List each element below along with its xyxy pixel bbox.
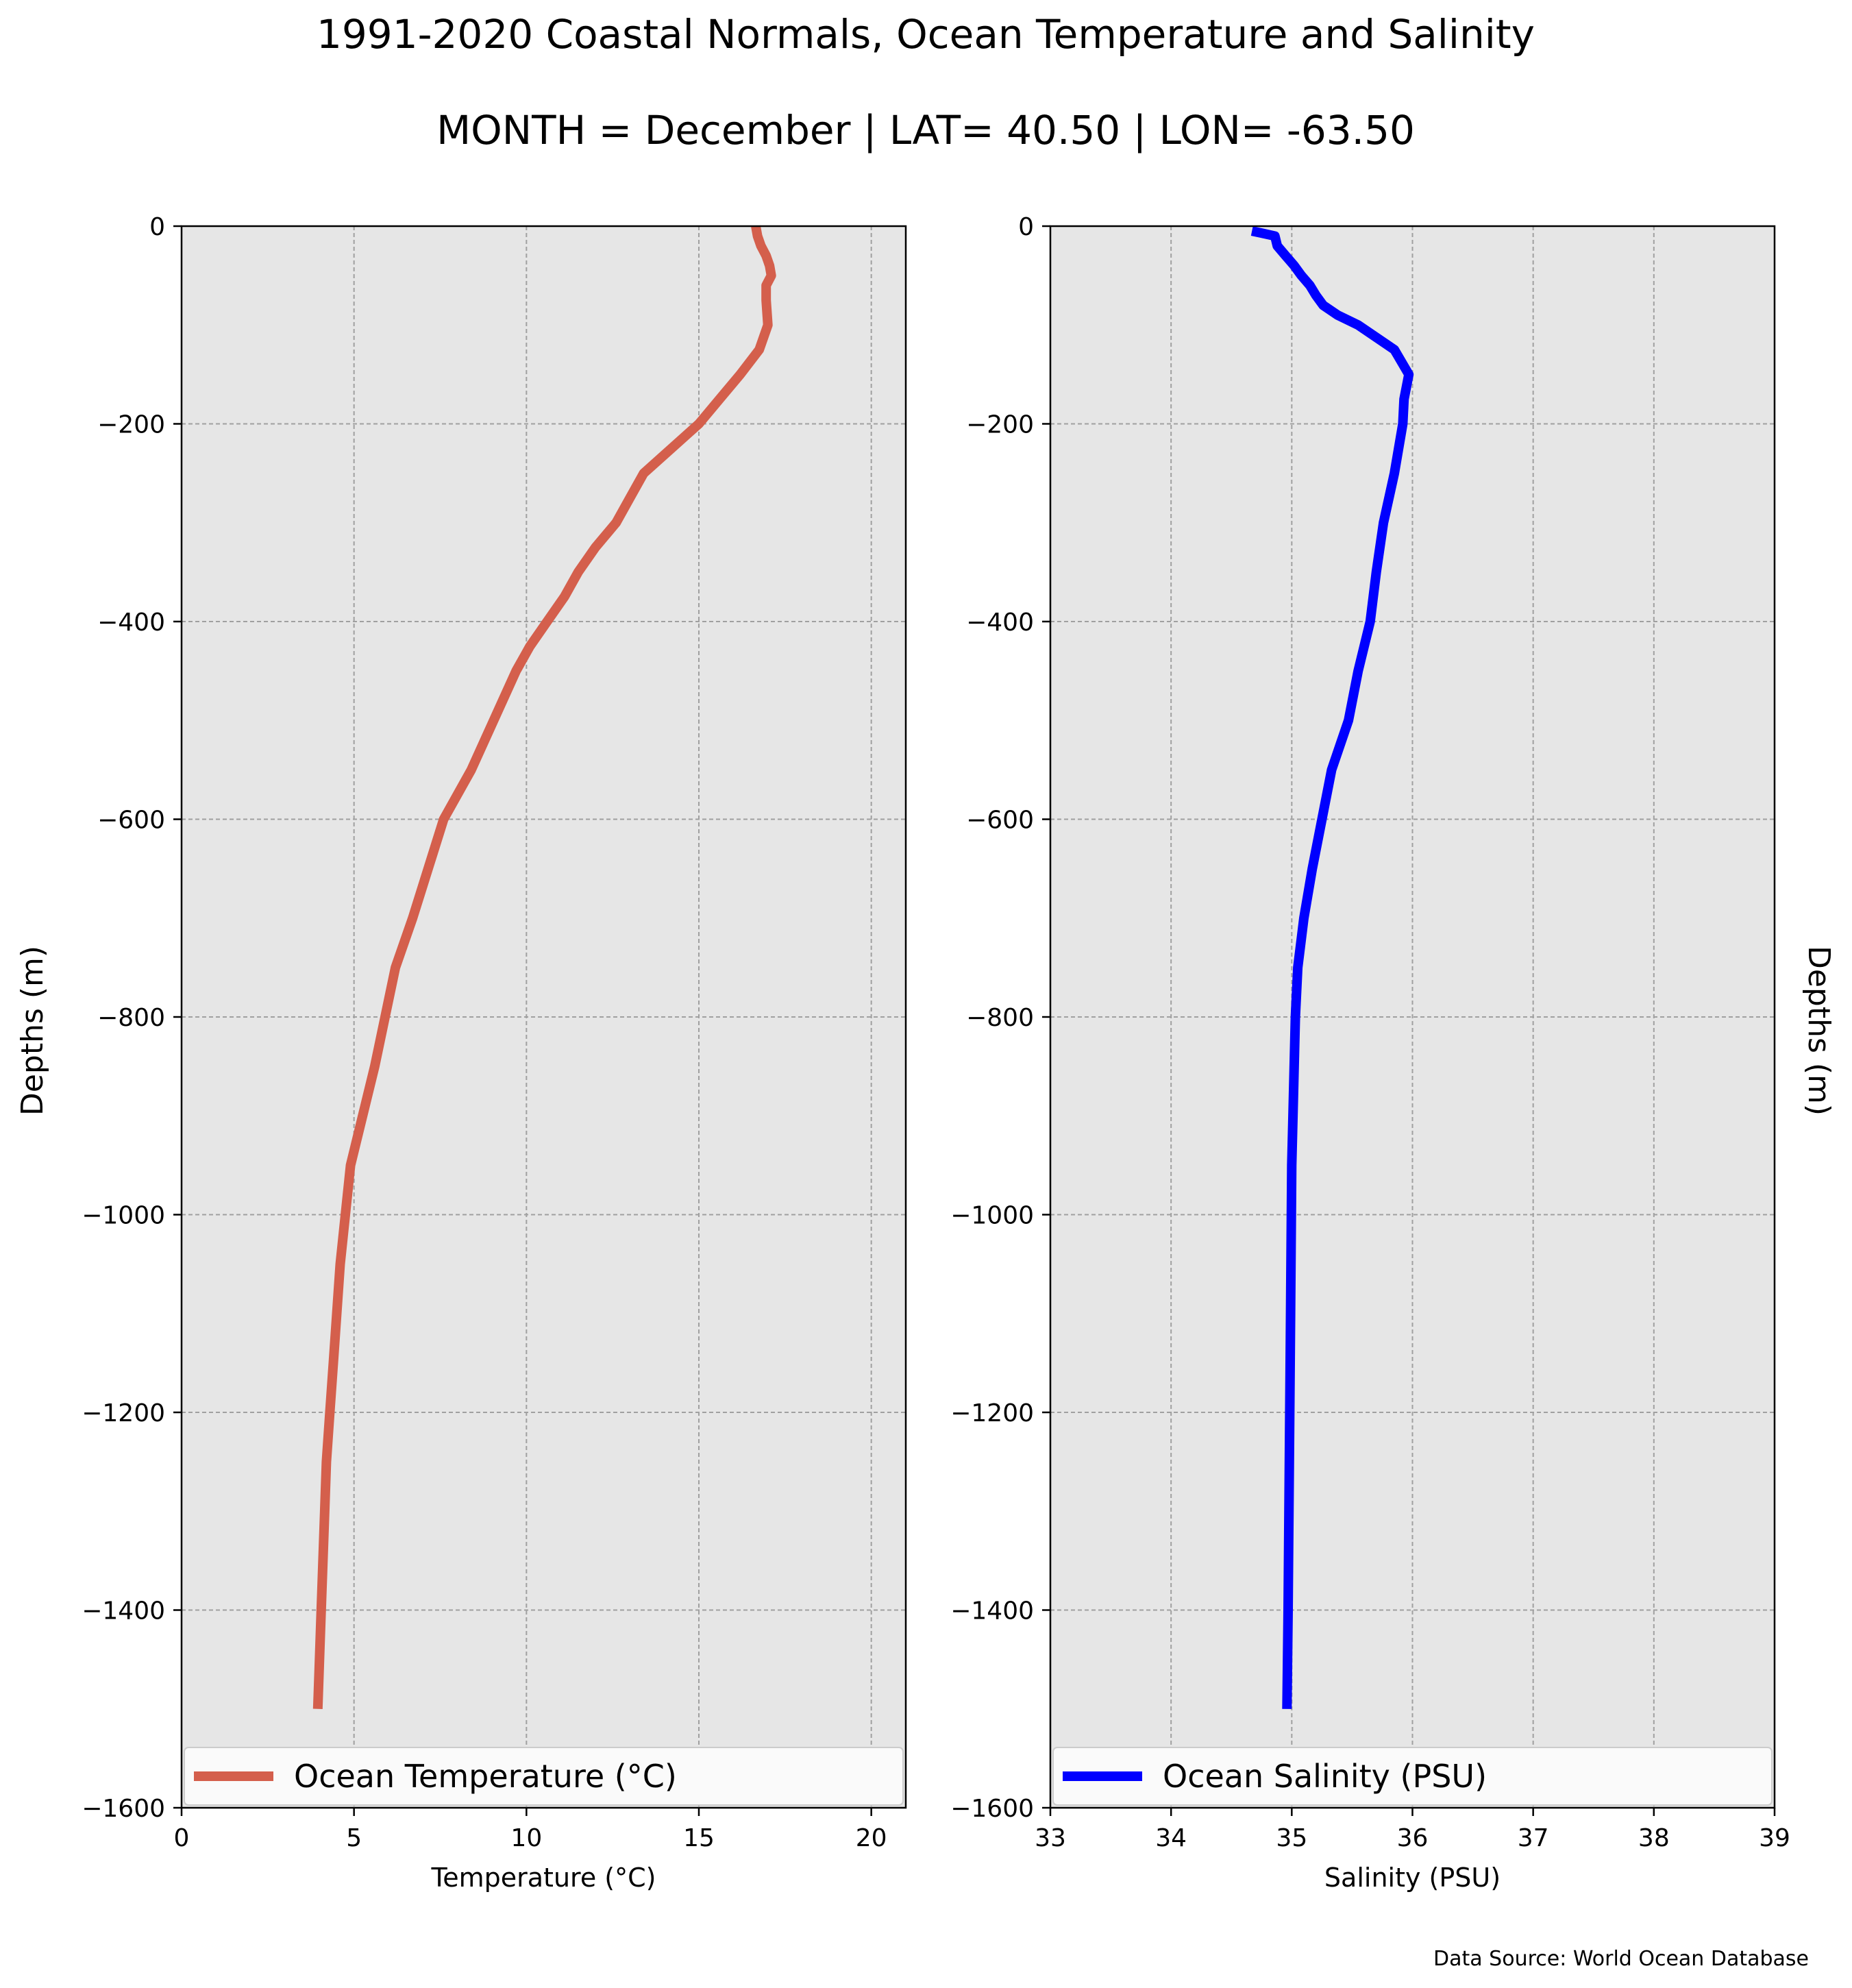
salinity-x-tick-label: 33 [1035, 1824, 1066, 1852]
temperature-y-tick-label: 0 [149, 213, 165, 241]
temperature-legend-label: Ocean Temperature (°C) [294, 1758, 677, 1795]
salinity-x-tick-label: 35 [1276, 1824, 1307, 1852]
salinity-y-tick-label: −800 [966, 1004, 1034, 1032]
salinity-y-tick-label: −1000 [950, 1202, 1034, 1230]
temperature-x-axis-label: Temperature (°C) [431, 1863, 656, 1893]
temperature-y-axis-label: Depths (m) [15, 946, 50, 1116]
temperature-x-tick-label: 20 [856, 1824, 887, 1852]
salinity-x-tick-label: 38 [1638, 1824, 1670, 1852]
temperature-y-tick-label: −800 [97, 1004, 165, 1032]
source-note: Data Source: World Ocean Database [1433, 1947, 1809, 1971]
salinity-y-tick-label: −1200 [950, 1399, 1034, 1427]
salinity-series-line [1250, 226, 1414, 1709]
salinity-x-tick-label: 37 [1518, 1824, 1549, 1852]
temperature-y-tick-label: −200 [97, 411, 165, 439]
salinity-x-tick-label: 36 [1397, 1824, 1429, 1852]
temperature-y-tick-label: −1000 [82, 1202, 165, 1230]
salinity-y-axis-label: Depths (m) [1801, 946, 1836, 1116]
temperature-plot-area [182, 226, 906, 1808]
salinity-y-tick-label: −600 [966, 807, 1034, 835]
temperature-x-tick-label: 5 [346, 1824, 362, 1852]
temperature-y-tick-label: −1200 [82, 1399, 165, 1427]
temperature-x-tick-label: 0 [174, 1824, 190, 1852]
temperature-y-tick-label: −1400 [82, 1597, 165, 1625]
temperature-x-tick-label: 15 [683, 1824, 715, 1852]
figure-title: 1991-2020 Coastal Normals, Ocean Tempera… [317, 11, 1535, 58]
salinity-x-axis-label: Salinity (PSU) [1324, 1863, 1501, 1893]
figure-subtitle: MONTH = December | LAT= 40.50 | LON= -63… [436, 107, 1415, 154]
temperature-legend-box [184, 1747, 904, 1806]
temperature-y-tick-label: −600 [97, 807, 165, 835]
salinity-x-tick-label: 39 [1759, 1824, 1790, 1852]
temperature-y-tick-label: −400 [97, 609, 165, 637]
salinity-legend-box [1052, 1747, 1773, 1806]
temperature-series-line [312, 225, 776, 1710]
temperature-chart-panel: 0 5 10 15 20 0 −200 −400 −600 −800 −1000 −1200 −1400… [15, 213, 907, 1893]
salinity-y-tick-label: −1400 [950, 1597, 1034, 1625]
salinity-y-tick-label: −200 [966, 411, 1034, 439]
temperature-y-tick-label: −1600 [82, 1795, 165, 1823]
temperature-x-tick-label: 10 [510, 1824, 542, 1852]
salinity-x-tick-label: 34 [1155, 1824, 1187, 1852]
salinity-legend-label: Ocean Salinity (PSU) [1163, 1758, 1487, 1795]
salinity-y-tick-label: 0 [1018, 213, 1034, 241]
salinity-y-tick-label: −1600 [950, 1795, 1034, 1823]
salinity-y-tick-label: −400 [966, 609, 1034, 637]
salinity-chart-panel: 33 34 35 36 37 38 39 0 −200 −400 −600 −800 −1000 −120… [950, 213, 1836, 1893]
